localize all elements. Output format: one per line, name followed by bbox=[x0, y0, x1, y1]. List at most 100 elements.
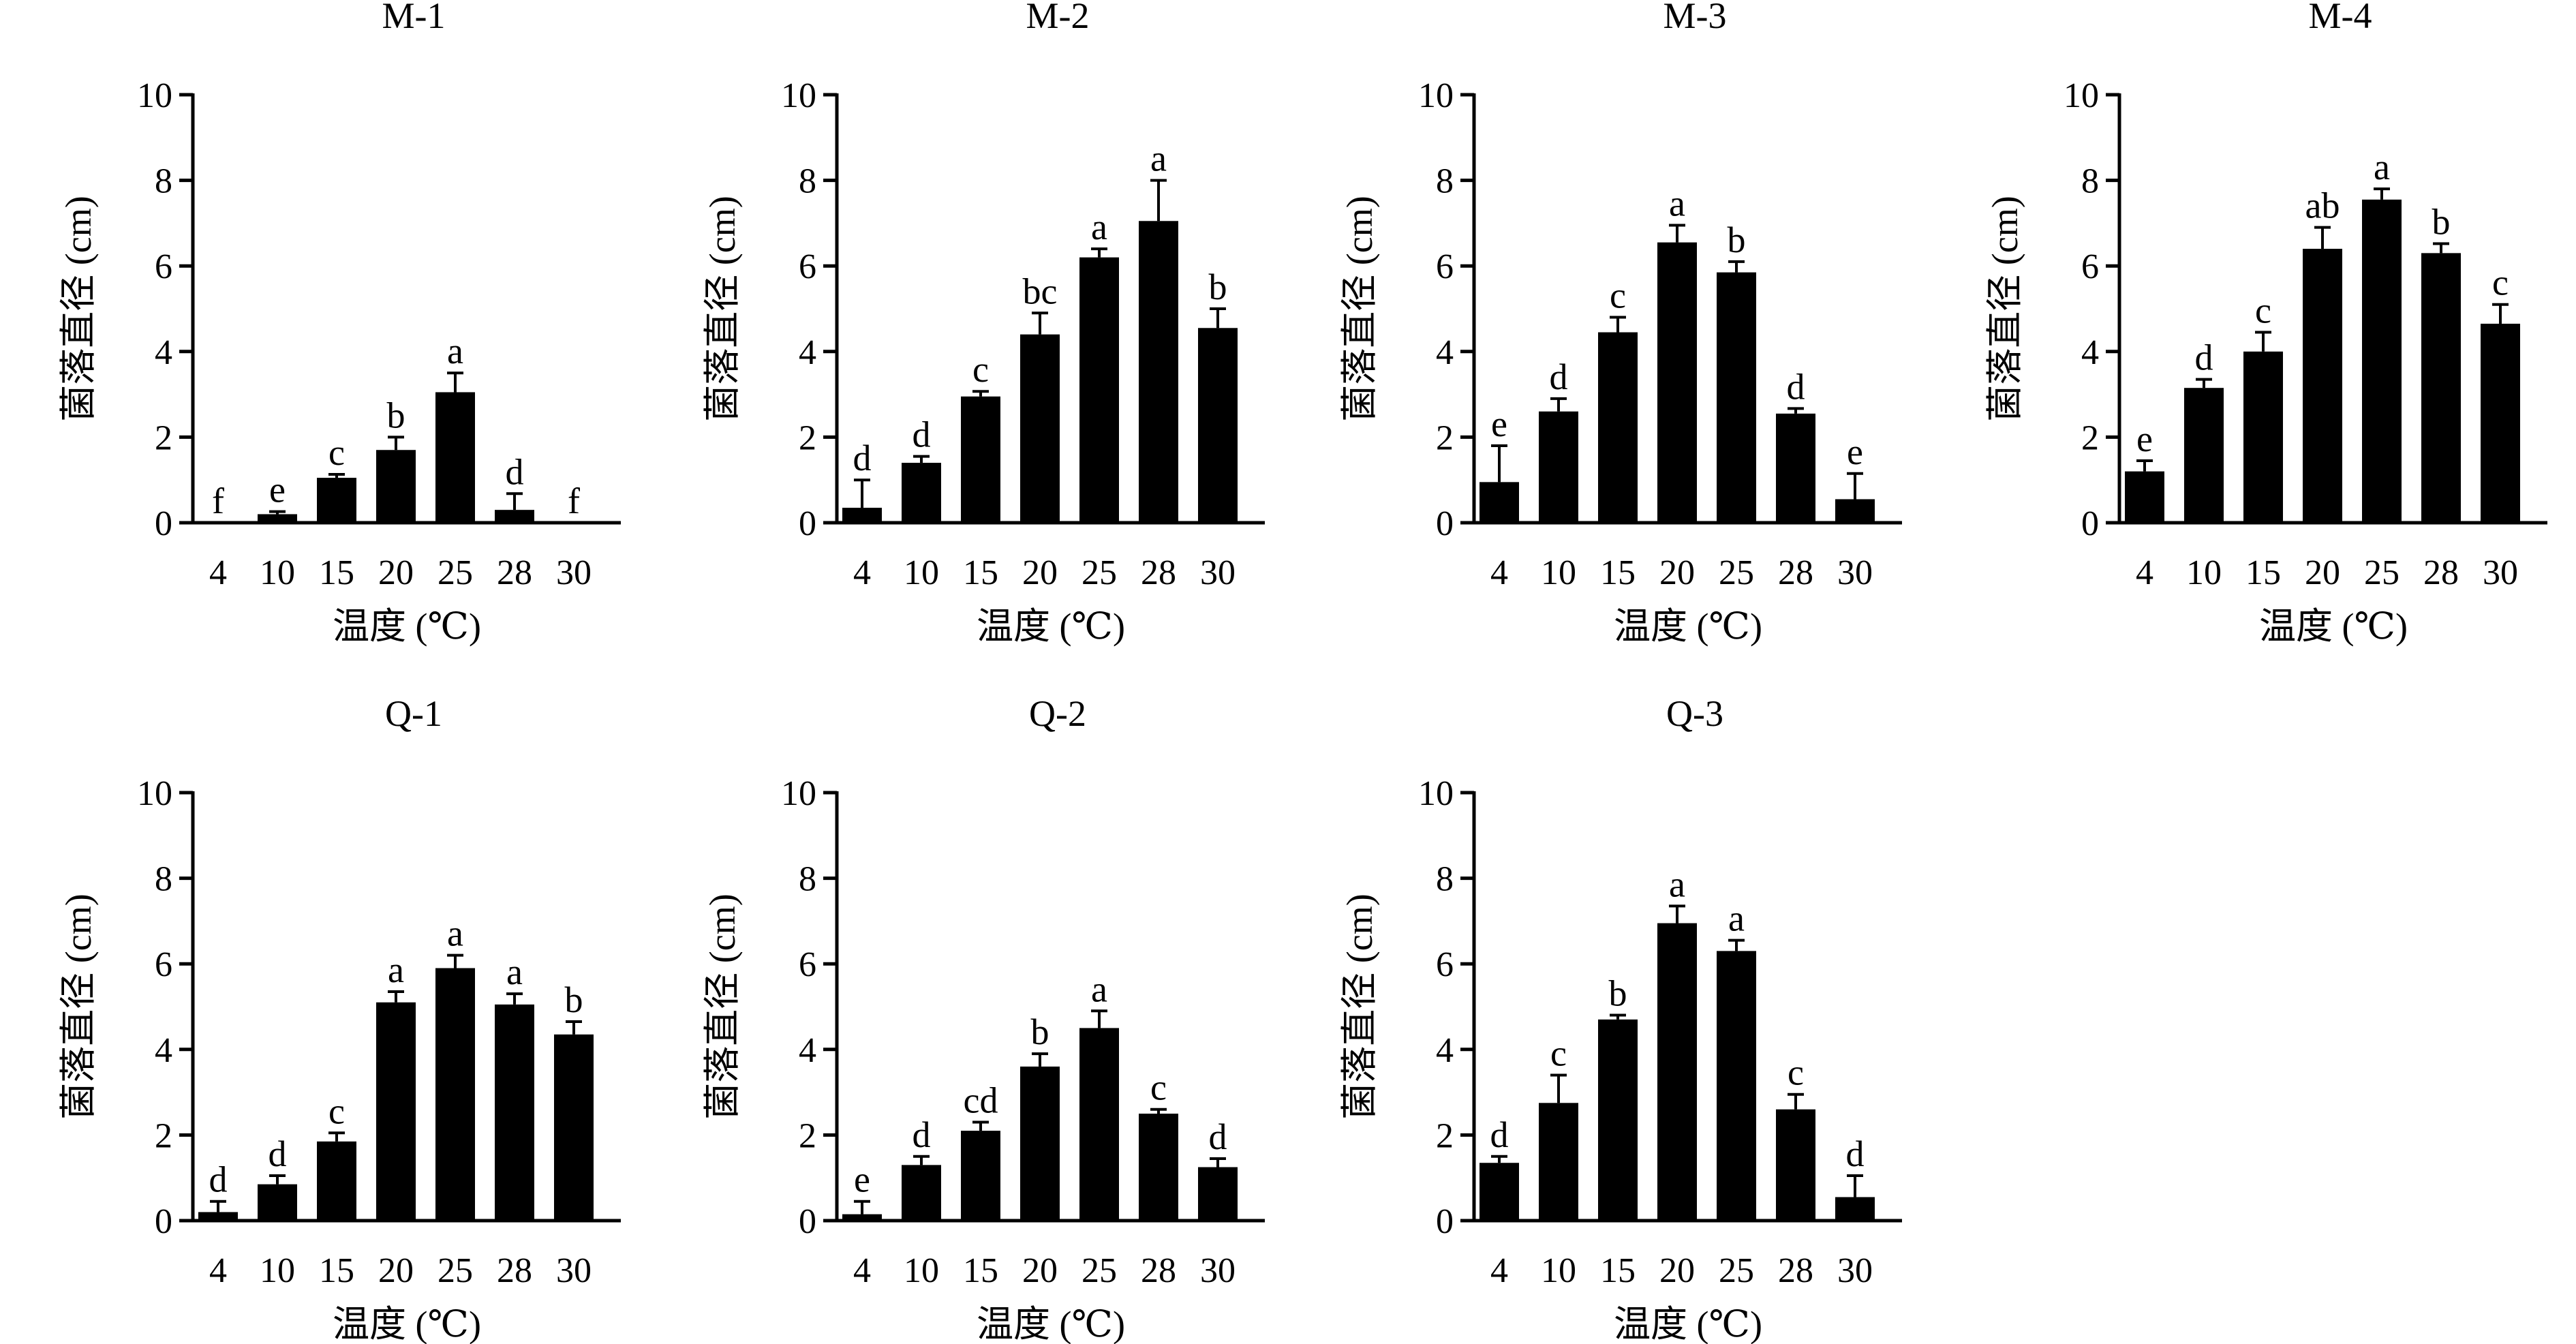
significance-letter: d bbox=[506, 451, 524, 492]
significance-letter: a bbox=[1150, 138, 1167, 179]
bar bbox=[2184, 388, 2224, 523]
y-tick-label: 0 bbox=[1436, 504, 1454, 543]
bar bbox=[495, 510, 534, 523]
bar bbox=[961, 396, 1000, 523]
bar bbox=[1079, 257, 1119, 523]
bar bbox=[258, 514, 297, 523]
bar bbox=[1717, 951, 1756, 1221]
bar bbox=[2303, 249, 2342, 523]
y-axis-label: 菌落直径 (cm) bbox=[58, 196, 99, 421]
x-tick-label: 20 bbox=[378, 553, 414, 592]
chart-panel-7: Q-3 0 2 4 6 8 10 菌落直径 (cm) d 4 c 10 b 15 a 20 a 25 c 28 d 30 温… bbox=[1339, 693, 1902, 1344]
bar bbox=[1776, 413, 1815, 523]
bar bbox=[1198, 328, 1238, 523]
significance-letter: c bbox=[328, 432, 345, 473]
y-tick-label: 8 bbox=[155, 162, 172, 201]
x-tick-label: 20 bbox=[1022, 553, 1058, 592]
x-tick-label: 25 bbox=[1082, 1251, 1117, 1290]
bar bbox=[2362, 199, 2402, 523]
significance-letter: d bbox=[1846, 1133, 1865, 1174]
x-tick-label: 4 bbox=[209, 1251, 227, 1290]
bar bbox=[376, 450, 416, 523]
y-tick-label: 6 bbox=[2081, 247, 2099, 286]
x-tick-label: 15 bbox=[319, 1251, 354, 1290]
significance-letter: e bbox=[2136, 418, 2153, 459]
significance-letter: b bbox=[1728, 219, 1746, 260]
x-tick-label: 20 bbox=[1022, 1251, 1058, 1290]
significance-letter: f bbox=[212, 480, 224, 521]
y-tick-label: 10 bbox=[1418, 76, 1454, 115]
bar bbox=[1020, 1066, 1060, 1221]
x-tick-label: 10 bbox=[260, 553, 295, 592]
significance-letter: a bbox=[506, 951, 523, 992]
y-tick-label: 8 bbox=[799, 162, 816, 201]
bar bbox=[1539, 411, 1578, 523]
significance-letter: c bbox=[2492, 262, 2509, 303]
y-tick-label: 0 bbox=[799, 504, 816, 543]
bar bbox=[961, 1131, 1000, 1221]
x-axis-label: 温度 (℃) bbox=[1614, 1304, 1762, 1344]
x-tick-label: 15 bbox=[1600, 1251, 1636, 1290]
bar bbox=[1139, 1114, 1178, 1221]
y-tick-label: 10 bbox=[781, 774, 816, 813]
bar bbox=[2243, 351, 2283, 523]
x-tick-label: 20 bbox=[378, 1251, 414, 1290]
x-tick-label: 15 bbox=[963, 553, 998, 592]
x-tick-label: 30 bbox=[1200, 553, 1236, 592]
x-tick-label: 30 bbox=[1200, 1251, 1236, 1290]
x-tick-label: 25 bbox=[1719, 1251, 1754, 1290]
x-tick-label: 28 bbox=[497, 1251, 532, 1290]
x-tick-label: 10 bbox=[904, 553, 939, 592]
bar bbox=[554, 1034, 594, 1221]
x-tick-label: 10 bbox=[1541, 1251, 1576, 1290]
chart-title: M-1 bbox=[382, 0, 446, 36]
significance-letter: c bbox=[328, 1090, 345, 1131]
significance-letter: cd bbox=[964, 1080, 998, 1121]
significance-letter: c bbox=[2255, 290, 2271, 331]
x-axis-label: 温度 (℃) bbox=[1614, 606, 1762, 647]
significance-letter: a bbox=[1728, 898, 1745, 939]
significance-letter: d bbox=[269, 1133, 287, 1174]
y-tick-label: 10 bbox=[137, 76, 172, 115]
significance-letter: d bbox=[1550, 356, 1568, 397]
bar bbox=[2421, 253, 2461, 523]
x-tick-label: 30 bbox=[1837, 1251, 1873, 1290]
x-axis-label: 温度 (℃) bbox=[333, 1304, 481, 1344]
y-tick-label: 4 bbox=[799, 1031, 816, 1070]
significance-letter: b bbox=[1609, 973, 1627, 1014]
significance-letter: d bbox=[1490, 1114, 1509, 1155]
x-axis-label: 温度 (℃) bbox=[333, 606, 481, 647]
bar bbox=[435, 968, 475, 1221]
bar bbox=[2481, 323, 2520, 523]
x-tick-label: 30 bbox=[556, 1251, 592, 1290]
x-axis-label: 温度 (℃) bbox=[2259, 606, 2408, 647]
significance-letter: a bbox=[388, 949, 404, 990]
significance-letter: a bbox=[447, 331, 463, 371]
x-tick-label: 28 bbox=[1778, 1251, 1813, 1290]
y-tick-label: 8 bbox=[2081, 162, 2099, 201]
bar bbox=[435, 392, 475, 523]
significance-letter: d bbox=[1209, 1116, 1227, 1157]
chart-panel-6: Q-2 0 2 4 6 8 10 菌落直径 (cm) e 4 d 10 cd 15 b 20 a 25 c 28 d 30… bbox=[702, 693, 1265, 1344]
y-tick-label: 4 bbox=[155, 1031, 172, 1070]
chart-title: Q-1 bbox=[385, 693, 442, 734]
bar bbox=[842, 1214, 882, 1221]
y-tick-label: 0 bbox=[799, 1202, 816, 1241]
bar bbox=[1598, 332, 1638, 523]
y-tick-label: 2 bbox=[155, 418, 172, 457]
chart-panel-5: Q-1 0 2 4 6 8 10 菌落直径 (cm) d 4 d 10 c 15 a 20 a 25 a 28 b 30 温… bbox=[58, 693, 621, 1344]
bar bbox=[258, 1184, 297, 1221]
y-tick-label: 2 bbox=[1436, 1116, 1454, 1155]
y-axis-label: 菌落直径 (cm) bbox=[1984, 196, 2025, 421]
x-tick-label: 20 bbox=[2305, 553, 2340, 592]
y-tick-label: 8 bbox=[1436, 860, 1454, 899]
significance-letter: e bbox=[1847, 431, 1863, 472]
x-tick-label: 30 bbox=[556, 553, 592, 592]
significance-letter: a bbox=[1669, 183, 1685, 224]
bar bbox=[317, 1141, 356, 1221]
significance-letter: c bbox=[1788, 1052, 1804, 1093]
x-tick-label: 10 bbox=[1541, 553, 1576, 592]
y-tick-label: 0 bbox=[155, 504, 172, 543]
significance-letter: a bbox=[2374, 147, 2390, 187]
bar bbox=[902, 1165, 941, 1221]
